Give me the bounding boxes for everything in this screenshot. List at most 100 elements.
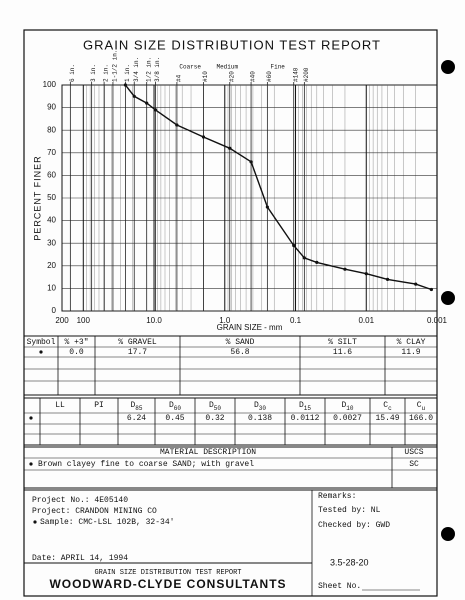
- data-point: [123, 83, 127, 87]
- x-tick-label: 100: [77, 316, 91, 325]
- table-header: USCS: [404, 448, 423, 457]
- company-name: WOODWARD-CLYDE CONSULTANTS: [49, 577, 286, 591]
- sample-symbol: [39, 350, 43, 354]
- header-symbol: LL: [55, 401, 65, 410]
- x-axis-label: GRAIN SIZE - mm: [217, 323, 283, 332]
- report-title: GRAIN SIZE DISTRIBUTION TEST REPORT: [83, 37, 381, 52]
- sieve-label: 1/2 in.: [145, 57, 152, 82]
- sieve-label: #4: [175, 74, 182, 82]
- header-symbol: D: [169, 401, 174, 410]
- sample-id: Sample: CMC-LSL 102B, 32-34': [40, 518, 174, 527]
- table-header: LL: [55, 401, 65, 410]
- sieve-label: 6 in.: [69, 64, 76, 82]
- sieve-label: #200: [303, 67, 310, 82]
- sieve-label: 3 in.: [90, 64, 97, 82]
- header-subscript: 85: [135, 405, 143, 412]
- x-tick-label: 10.0: [146, 316, 162, 325]
- table-cell: 0.0027: [333, 414, 362, 423]
- data-point: [414, 282, 418, 286]
- header-symbol: PI: [94, 401, 104, 410]
- data-point: [132, 94, 136, 98]
- table-cell: 0.32: [205, 414, 224, 423]
- sieve-label: #140: [292, 67, 299, 82]
- header-subscript: 15: [304, 405, 312, 412]
- data-point: [153, 108, 158, 112]
- data-point: [315, 260, 319, 265]
- data-point: [175, 123, 179, 127]
- table-cell: SC: [409, 460, 419, 469]
- y-tick-label: 30: [47, 238, 56, 247]
- table-header: D15: [299, 401, 311, 411]
- chart: 0 10 20 30 40 50 60 70 80 90 100 200 100 10.0 1.0 0.1 0.…: [32, 50, 447, 333]
- checked-by: Checked by: GWD: [318, 521, 390, 530]
- table-header: % SAND: [226, 338, 255, 347]
- punch-hole: [441, 291, 455, 305]
- table-cell: 0.0112: [291, 414, 320, 423]
- sieve-label: #60: [266, 71, 273, 82]
- data-point: [201, 135, 206, 139]
- data-point: [265, 205, 269, 209]
- punch-hole: [441, 60, 455, 74]
- data-point: [249, 160, 253, 164]
- x-tick-label: 200: [55, 316, 69, 325]
- project-number: Project No.: 4E05140: [32, 496, 128, 505]
- data-point: [302, 256, 306, 260]
- tables: Symbol % +3" % GRAVEL % SAND % SILT % CLAY 0.0…: [23, 335, 438, 596]
- sieve-label: 2 in.: [103, 64, 110, 82]
- table-header: Cc: [383, 401, 392, 411]
- header-symbol: D: [254, 401, 259, 410]
- table-header: PI: [94, 401, 104, 410]
- header-symbol: D: [299, 401, 304, 410]
- data-point: [429, 287, 433, 292]
- handwritten-note: 3.5-28-20: [330, 557, 369, 567]
- table-cell: Brown clayey fine to coarse SAND; with g…: [38, 460, 254, 469]
- data-point: [292, 243, 296, 248]
- table-header: D30: [254, 401, 266, 411]
- table-cell: 0.0: [69, 348, 84, 357]
- sieve-label: #20: [228, 71, 235, 82]
- sieve-label: #10: [202, 71, 209, 82]
- table-header: Symbol: [27, 338, 56, 347]
- report-date: Date: APRIL 14, 1994: [32, 554, 128, 563]
- x-tick-label: 0.01: [358, 316, 374, 325]
- y-tick-label: 80: [47, 125, 56, 134]
- tested-by: Tested by: NL: [318, 506, 381, 515]
- table-header: D85: [130, 401, 142, 411]
- y-tick-label: 90: [47, 103, 56, 112]
- table-cell: 56.8: [230, 348, 249, 357]
- y-tick-label: 100: [43, 80, 57, 89]
- data-point: [145, 101, 149, 105]
- table-header: D50: [209, 401, 221, 411]
- table-cell: 11.6: [333, 348, 352, 357]
- header-symbol: D: [130, 401, 135, 410]
- header-subscript: 10: [346, 405, 354, 412]
- header-subscript: u: [422, 405, 426, 412]
- x-tick-label: 0.001: [427, 316, 448, 325]
- table-cell: 11.9: [401, 348, 420, 357]
- data-point: [228, 146, 232, 150]
- sand-fraction-label: Fine: [271, 64, 286, 71]
- y-tick-label: 50: [47, 193, 56, 202]
- page-frame: [23, 29, 438, 597]
- table-header: % SILT: [328, 338, 357, 347]
- project-name: Project: CRANDON MINING CO: [32, 507, 157, 516]
- sand-fraction-label: Medium: [216, 64, 238, 71]
- table-header: Cu: [417, 401, 426, 411]
- header-subscript: 30: [259, 405, 267, 412]
- sieve-label: #40: [250, 71, 257, 82]
- table-header: % +3": [64, 338, 88, 347]
- table-header: D60: [169, 401, 181, 411]
- data-point: [364, 272, 368, 276]
- remarks-label: Remarks:: [318, 492, 356, 501]
- header-subscript: 50: [214, 405, 222, 412]
- table-header: % GRAVEL: [118, 338, 157, 347]
- header-subscript: c: [388, 405, 392, 412]
- header-symbol: C: [417, 401, 422, 410]
- header-symbol: D: [341, 401, 346, 410]
- table-cell: 17.7: [128, 348, 147, 357]
- sieve-label: 3/8 in.: [154, 57, 161, 82]
- table-header: D10: [341, 401, 353, 411]
- header-symbol: C: [383, 401, 388, 410]
- sieve-label: 1 in.: [124, 64, 131, 82]
